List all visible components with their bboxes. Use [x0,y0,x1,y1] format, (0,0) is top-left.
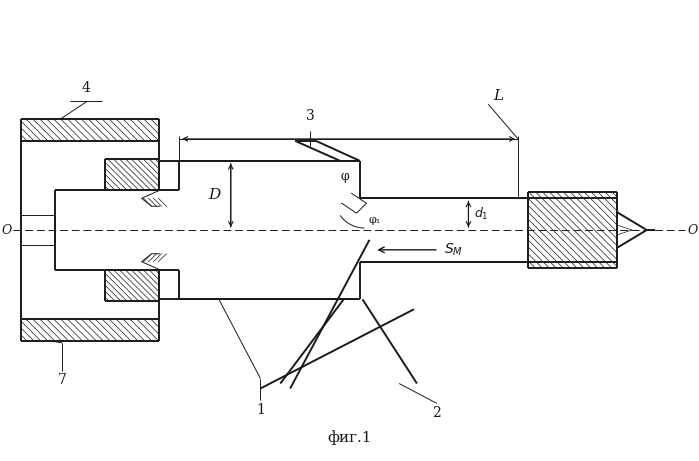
Text: $d_1$: $d_1$ [475,206,489,222]
Text: 2: 2 [433,406,441,420]
Text: O: O [1,224,12,236]
Text: $S_M$: $S_M$ [444,242,463,258]
Text: L: L [493,89,503,103]
Text: D: D [208,189,221,202]
Text: φ: φ [340,170,349,183]
Text: O: O [687,224,698,236]
Text: 3: 3 [305,109,315,123]
Text: 1: 1 [256,403,265,417]
Text: фиг.1: фиг.1 [327,431,372,445]
Text: 4: 4 [82,81,91,95]
Text: 7: 7 [58,372,67,387]
Text: φ₁: φ₁ [368,215,380,225]
